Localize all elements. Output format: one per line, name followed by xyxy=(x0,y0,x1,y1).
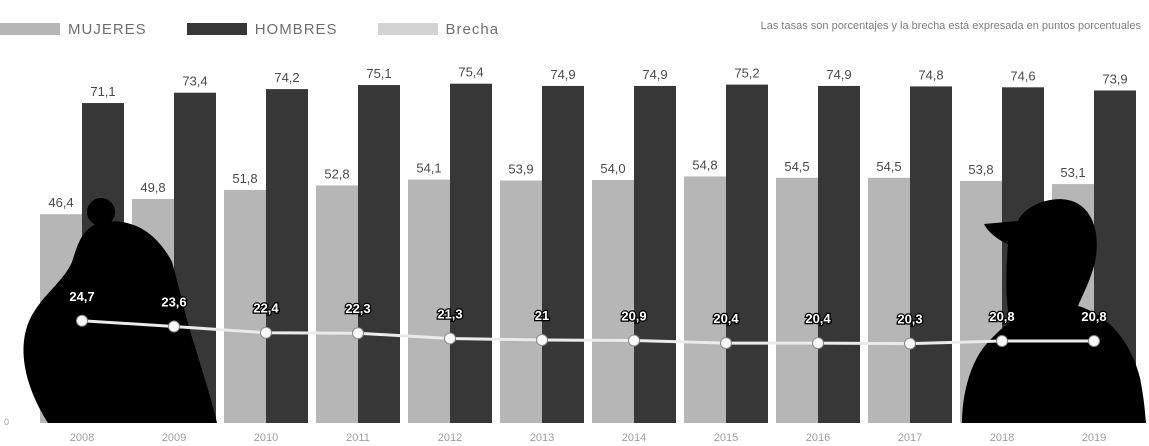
gap-label-2014: 20,9 xyxy=(621,309,646,324)
label-women-2011: 52,8 xyxy=(324,166,349,181)
gap-point-2012 xyxy=(444,332,456,345)
gap-label-2008: 24,7 xyxy=(69,289,94,304)
gap-point-2014 xyxy=(628,334,640,347)
bar-men-2016 xyxy=(818,85,860,423)
legend-swatch-women xyxy=(0,23,60,35)
label-women-2012: 54,1 xyxy=(416,161,441,176)
gap-label-2009: 23,6 xyxy=(161,294,186,309)
gap-label-2015: 20,4 xyxy=(713,311,739,326)
x-tick-2015: 2015 xyxy=(714,432,738,444)
bar-men-2017 xyxy=(910,86,952,424)
legend-item-women: MUJERES xyxy=(0,21,147,38)
gap-label-2011: 22,3 xyxy=(345,301,370,316)
label-men-2014: 74,9 xyxy=(642,67,667,82)
x-tick-2017: 2017 xyxy=(898,432,922,444)
label-men-2019: 73,9 xyxy=(1102,71,1127,86)
label-women-2009: 49,8 xyxy=(140,180,165,195)
gap-label-2013: 21 xyxy=(535,308,549,323)
gap-point-2019 xyxy=(1088,335,1100,348)
legend-swatch-men xyxy=(186,23,247,35)
legend-label-men: HOMBRES xyxy=(254,20,338,38)
x-tick-2012: 2012 xyxy=(438,432,462,444)
bar-men-2013 xyxy=(542,85,584,423)
bar-women-2013 xyxy=(500,180,542,423)
gap-label-2019: 20,8 xyxy=(1081,309,1106,324)
x-tick-2014: 2014 xyxy=(622,432,646,444)
gap-point-2018 xyxy=(996,335,1008,348)
label-women-2017: 54,5 xyxy=(876,159,901,174)
gap-series-line xyxy=(81,319,1094,346)
gap-label-2018: 20,8 xyxy=(989,309,1014,324)
gap-line: 24,7 23,6 22,4 22,3 21,3 21 20,9 20,4 20,4 20,3 20… xyxy=(68,288,1108,350)
label-men-2012: 75,4 xyxy=(458,65,483,80)
legend-label-women: MUJERES xyxy=(68,20,147,38)
x-tick-2010: 2010 xyxy=(254,432,278,444)
gap-point-2008 xyxy=(76,314,88,327)
gap-point-2013 xyxy=(536,334,548,346)
label-women-2015: 54,8 xyxy=(692,157,717,172)
gap-label-2016: 20,4 xyxy=(805,311,831,326)
value-labels: 46,4 71,1 49,8 73,4 51,8 74,2 52,8 75,1 54,1 75,4… xyxy=(48,65,1127,211)
gap-label-2012: 21,3 xyxy=(437,306,462,321)
bar-men-2010 xyxy=(266,89,308,423)
x-tick-2019: 2019 xyxy=(1082,432,1106,444)
label-men-2017: 74,8 xyxy=(918,67,943,82)
x-tick-2016: 2016 xyxy=(806,432,830,444)
label-women-2019: 53,1 xyxy=(1060,165,1085,180)
bar-women-2015 xyxy=(684,176,726,423)
gap-point-2015 xyxy=(720,337,732,350)
label-men-2011: 75,1 xyxy=(366,66,391,81)
gap-point-2009 xyxy=(168,320,180,333)
label-men-2018: 74,6 xyxy=(1010,68,1035,83)
x-axis-ticks: 2008 2009 2010 2011 2012 2013 2014 2015 2016 2017… xyxy=(70,432,1106,444)
label-women-2008: 46,4 xyxy=(48,195,73,210)
label-men-2016: 74,9 xyxy=(826,67,851,82)
bar-women-2016 xyxy=(776,177,818,423)
legend-label-gap: Brecha xyxy=(445,20,500,38)
bar-women-2014 xyxy=(592,180,634,423)
bar-men-2014 xyxy=(634,85,676,423)
x-tick-2013: 2013 xyxy=(530,432,554,444)
label-men-2009: 73,4 xyxy=(182,74,207,89)
x-tick-2018: 2018 xyxy=(990,432,1014,444)
label-women-2018: 53,8 xyxy=(968,162,993,177)
bar-men-2011 xyxy=(358,85,400,424)
women-bars xyxy=(40,176,1094,423)
gap-point-2010 xyxy=(260,326,272,339)
label-men-2008: 71,1 xyxy=(90,84,115,99)
legend: MUJERES HOMBRES Brecha xyxy=(0,18,539,40)
bar-women-2010 xyxy=(224,189,266,423)
gap-label-2010: 22,4 xyxy=(253,301,279,316)
label-men-2010: 74,2 xyxy=(274,70,299,85)
bar-women-2017 xyxy=(868,177,910,423)
gap-point-2011 xyxy=(352,327,364,340)
label-men-2013: 74,9 xyxy=(550,67,575,82)
legend-item-men: HOMBRES xyxy=(186,20,338,38)
units-note: Las tasas son porcentajes y la brecha es… xyxy=(760,20,1141,32)
gap-point-2017 xyxy=(904,337,916,350)
x-tick-2008: 2008 xyxy=(70,432,94,444)
gap-label-2017: 20,3 xyxy=(897,312,922,327)
legend-swatch-gap xyxy=(377,23,438,35)
man-silhouette-icon xyxy=(962,199,1146,423)
x-tick-2011: 2011 xyxy=(346,432,370,444)
bar-women-2012 xyxy=(408,179,450,423)
label-women-2010: 51,8 xyxy=(232,171,257,186)
label-women-2013: 53,9 xyxy=(508,161,533,176)
gap-point-2016 xyxy=(812,337,824,350)
bar-men-2015 xyxy=(726,84,768,423)
label-women-2014: 54,0 xyxy=(600,161,625,176)
bar-women-2011 xyxy=(316,185,358,423)
bar-men-2012 xyxy=(450,83,492,423)
x-tick-2009: 2009 xyxy=(162,432,186,444)
label-women-2016: 54,5 xyxy=(784,159,809,174)
label-men-2015: 75,2 xyxy=(734,66,759,81)
legend-item-gap: Brecha xyxy=(377,20,500,38)
y-axis-tick-0: 0 xyxy=(4,417,9,427)
